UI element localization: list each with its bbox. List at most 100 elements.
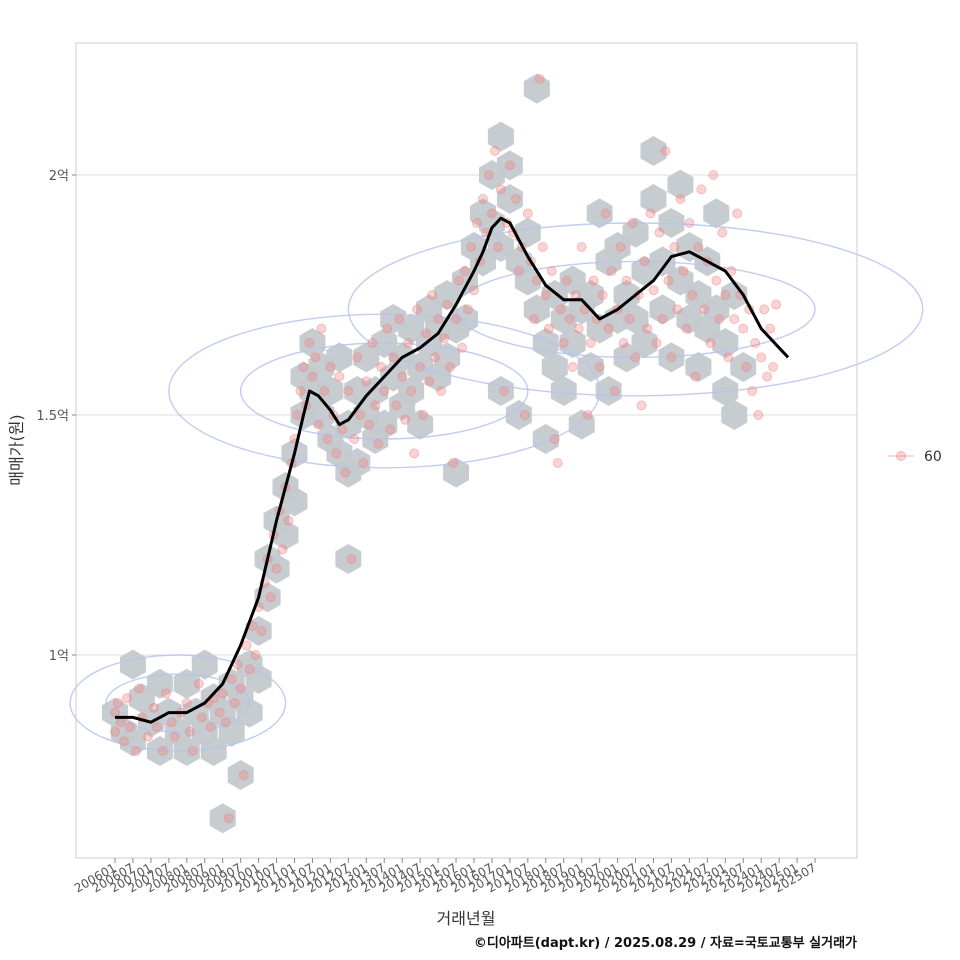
hexbin: [631, 328, 658, 358]
data-point: [361, 376, 372, 387]
data-point: [687, 290, 698, 300]
scatter-points: [110, 74, 782, 824]
data-point: [651, 338, 662, 348]
hexbin: [505, 400, 532, 430]
hexbin: [344, 448, 371, 478]
data-point: [238, 770, 249, 780]
data-point: [714, 314, 725, 324]
data-point: [519, 410, 530, 420]
hexbin: [236, 697, 263, 728]
data-point: [771, 299, 782, 310]
data-point: [439, 333, 450, 344]
hexbin: [658, 342, 685, 373]
data-point: [430, 352, 441, 363]
hexbin: [649, 294, 676, 325]
hexbin: [685, 352, 712, 382]
data-point: [639, 256, 650, 267]
data-point: [585, 338, 596, 348]
data-point: [711, 275, 722, 286]
data-point: [540, 290, 551, 300]
hexbin: [120, 726, 146, 757]
data-point: [756, 352, 767, 363]
data-point: [442, 299, 453, 310]
data-point: [415, 362, 426, 372]
data-point: [597, 290, 608, 300]
data-point: [406, 386, 417, 396]
caption: ©디아파트(dapt.kr) / 2025.08.29 / 자료=국토교통부 실…: [474, 935, 857, 951]
hexbin: [730, 352, 757, 382]
data-point: [382, 323, 393, 334]
data-point: [385, 424, 396, 435]
data-point: [621, 275, 632, 286]
hexbin: [487, 376, 514, 406]
data-point: [205, 722, 216, 732]
data-point: [690, 371, 701, 382]
data-point: [391, 400, 402, 411]
data-point: [738, 323, 749, 334]
data-point: [609, 386, 620, 396]
data-point: [160, 688, 171, 699]
data-point: [723, 352, 734, 363]
data-point: [445, 362, 456, 372]
data-point: [256, 626, 267, 636]
data-point: [295, 386, 306, 396]
hexbin: [398, 376, 425, 406]
data-point: [486, 208, 497, 219]
data-point: [130, 746, 141, 756]
data-point: [753, 410, 764, 420]
hexbin: [613, 280, 640, 310]
data-point: [331, 448, 342, 459]
data-point: [427, 290, 438, 300]
data-point: [346, 554, 357, 564]
data-point: [433, 314, 444, 324]
y-axis: 1억 1.5억 2억: [36, 169, 76, 664]
data-point: [582, 410, 593, 420]
data-point: [157, 746, 168, 756]
hexbin: [434, 342, 461, 373]
data-point: [684, 218, 695, 228]
hexbin: [200, 736, 227, 766]
data-point: [169, 731, 180, 742]
hexbin: [640, 136, 667, 166]
data-point: [675, 194, 686, 204]
data-point: [642, 323, 653, 334]
data-point: [217, 688, 228, 699]
data-point: [603, 323, 614, 334]
data-point: [142, 731, 153, 742]
y-tick-label: 2억: [49, 169, 69, 184]
data-point: [663, 275, 674, 286]
hexbin: [586, 198, 613, 229]
data-point: [483, 170, 494, 180]
data-point: [196, 712, 207, 723]
data-point: [729, 314, 740, 324]
data-point: [513, 266, 524, 276]
hexbin: [514, 217, 541, 248]
data-point: [762, 371, 773, 382]
hexbin: [496, 150, 523, 181]
hexbin: [568, 409, 595, 440]
data-point: [573, 323, 584, 334]
hexbin: [595, 376, 622, 406]
data-point: [666, 352, 677, 363]
y-axis-title: 매매가(원): [7, 414, 26, 485]
plot-frame: [75, 42, 858, 859]
data-point: [463, 304, 474, 315]
data-point: [654, 227, 665, 238]
x-axis: 2006012006072007012007072008012008072009…: [72, 858, 819, 896]
data-point: [567, 362, 578, 372]
hexbin: [550, 376, 577, 406]
data-point: [469, 285, 479, 296]
density-contour: [455, 260, 816, 359]
data-point: [630, 352, 641, 363]
legend-point: [896, 451, 906, 461]
data-point: [397, 371, 408, 382]
data-point: [537, 242, 548, 252]
data-point: [241, 640, 252, 651]
data-point: [337, 424, 348, 435]
data-point: [549, 434, 560, 444]
data-point: [316, 323, 327, 334]
data-point: [522, 208, 533, 219]
data-point: [765, 323, 776, 334]
data-point: [588, 275, 599, 286]
